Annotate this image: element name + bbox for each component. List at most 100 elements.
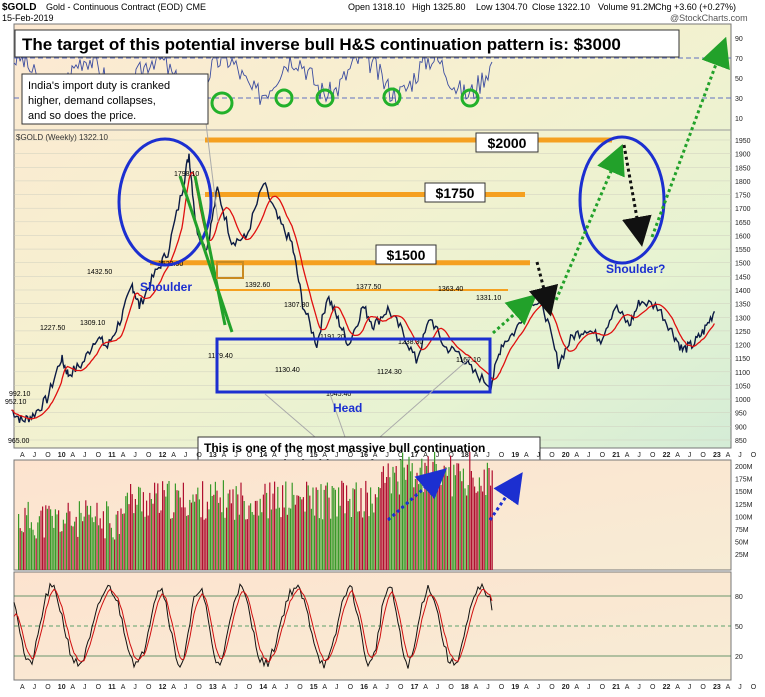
volume-bar [445, 467, 447, 570]
volume-bar [280, 517, 282, 570]
volume-bar [230, 503, 232, 570]
volume-bar [368, 516, 370, 570]
volume-bar [229, 489, 231, 570]
x-tick-label: 10 [58, 452, 66, 459]
price-tick-label: 900 [735, 424, 747, 431]
x-tick-label: A [524, 684, 529, 691]
volume-bar [134, 499, 136, 570]
india-note-line-1: India's import duty is cranked [28, 80, 170, 92]
x-tick-label: O [549, 452, 555, 459]
x-tick-label: 19 [511, 452, 519, 459]
volume-bar [117, 511, 119, 570]
volume-bar [419, 467, 421, 570]
x-axis-top: A J O 10 A J O 11 A J O 12 A J O 13 A J O 14 A J O 15 A J O 16 A J O 17… [20, 452, 757, 459]
x-tick-label: A [726, 684, 731, 691]
volume-bar [208, 509, 210, 570]
price-tick-label: 1600 [735, 233, 751, 240]
label-1750-box [424, 182, 486, 203]
volume-bar [482, 491, 484, 570]
volume-bar [174, 483, 176, 570]
volume-bar [486, 462, 488, 570]
x-tick-label: J [738, 452, 742, 459]
volume-bar [176, 490, 178, 570]
volume-bar [144, 516, 146, 570]
shoulder-right-label: Shoulder? [606, 262, 665, 276]
volume-bar [139, 487, 141, 570]
x-tick-label: A [474, 684, 479, 691]
volume-bar [32, 529, 34, 570]
volume-bar [178, 490, 180, 570]
volume-tick-label: 50M [735, 540, 749, 547]
x-tick-label: J [637, 684, 641, 691]
volume-bar [243, 501, 245, 570]
massive-note-line-1: This is one of the most massive bull con… [204, 441, 485, 455]
volume-bar [30, 522, 32, 570]
volume-bar [294, 504, 296, 570]
x-tick-label: 13 [209, 684, 217, 691]
volume-bar [26, 515, 28, 570]
volume-bar [126, 492, 128, 570]
x-tick-label: A [20, 684, 25, 691]
volume-bar [107, 506, 109, 570]
volume-bar [440, 484, 442, 570]
x-tick-label: A [675, 452, 680, 459]
volume-bar [416, 472, 418, 570]
volume-bar [386, 477, 388, 570]
volume-bar [490, 485, 492, 570]
x-tick-label: O [700, 452, 706, 459]
x-tick-label: A [524, 452, 529, 459]
price-tick-label: 1250 [735, 329, 751, 336]
volume-bar [403, 467, 405, 570]
volume-bar [301, 499, 303, 570]
x-tick-label: A [574, 452, 579, 459]
volume-bar [235, 486, 237, 570]
volume-bar [426, 465, 428, 570]
volume-bar [464, 488, 466, 570]
volume-bar [99, 518, 101, 570]
x-tick-label: J [234, 684, 238, 691]
volume-bar [256, 500, 258, 570]
volume-bar [160, 510, 162, 570]
pointer-line [204, 114, 219, 223]
x-tick-label: O [247, 684, 253, 691]
volume-bar [288, 507, 290, 570]
volume-bar [358, 511, 360, 570]
pointer-line [329, 393, 346, 438]
x-tick-label: J [33, 452, 37, 459]
volume-bar [259, 498, 261, 570]
price-tick-label: 1050 [735, 383, 751, 390]
x-tick-label: J [133, 452, 137, 459]
volume-bar [390, 493, 392, 570]
volume-bar [483, 469, 485, 570]
volume-bar [61, 531, 63, 570]
volume-bar [309, 495, 311, 570]
volume-bar [170, 518, 172, 570]
volume-bar [352, 488, 354, 570]
price-label: 965.00 [8, 438, 30, 445]
price-label: 1167.10 [456, 357, 481, 364]
price-tick-label: 1100 [735, 370, 750, 377]
volume-bar [485, 495, 487, 570]
volume-bar [283, 507, 285, 570]
stochastic-tick-label: 80 [735, 594, 743, 601]
volume-bar [326, 482, 328, 570]
volume-bar [350, 517, 352, 570]
volume-bar [66, 512, 68, 570]
x-tick-label: O [96, 452, 102, 459]
volume-bar [98, 525, 100, 570]
price-tick-label: 1950 [735, 138, 751, 145]
volume-bar [133, 513, 135, 570]
high: High 1325.80 [412, 2, 466, 12]
open: Open 1318.10 [348, 2, 405, 12]
volume-bar [333, 487, 335, 570]
x-tick-label: J [285, 684, 289, 691]
volume-bar [35, 538, 37, 570]
volume-bar [450, 455, 452, 570]
volume-bar [242, 495, 244, 570]
volume-bar [54, 509, 56, 570]
volume-bar [142, 492, 144, 570]
volume-bar [106, 501, 108, 570]
volume-bar [182, 482, 184, 570]
volume-bar [325, 485, 327, 570]
volume-bar [62, 519, 64, 570]
